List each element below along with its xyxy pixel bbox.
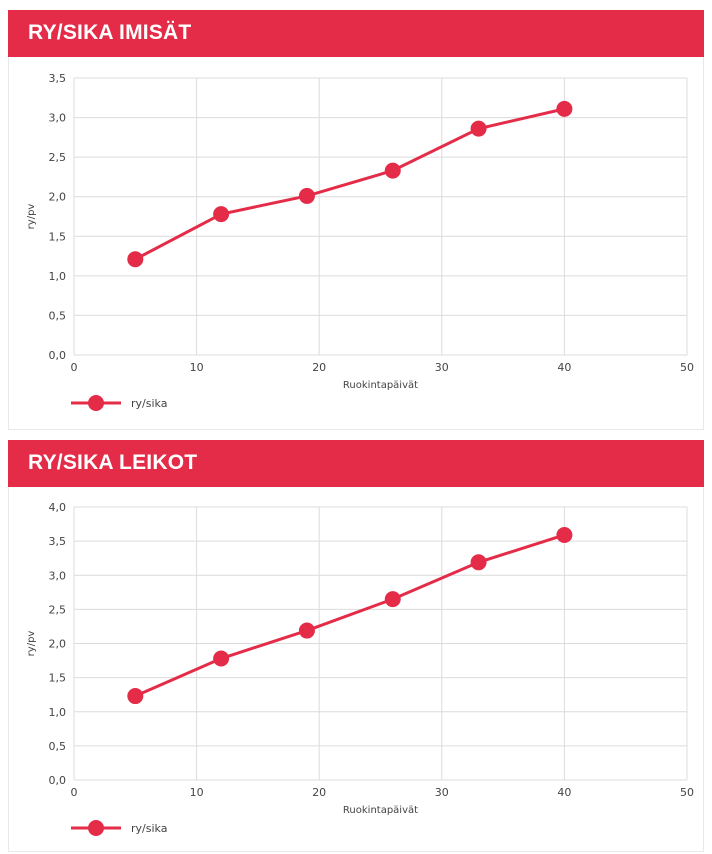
series-line [134, 107, 565, 261]
y-tick-label: 0,5 [49, 740, 67, 753]
x-axis-label: Ruokintapäivät [343, 380, 418, 391]
chart-title: RY/SIKA LEIKOT [28, 451, 198, 474]
data-point [213, 650, 230, 667]
data-point [556, 100, 573, 117]
y-tick-label: 3,0 [49, 112, 67, 125]
x-tick-label: 10 [190, 786, 204, 799]
y-tick-label: 3,5 [49, 72, 67, 85]
data-point [470, 120, 487, 137]
x-axis-label: Ruokintapäivät [343, 805, 418, 816]
series-line [134, 533, 565, 698]
x-tick-label: 10 [190, 361, 204, 374]
legend-label: ry/sika [131, 822, 167, 835]
legend-label: ry/sika [131, 397, 167, 410]
y-tick-label: 1,0 [49, 270, 67, 283]
x-tick-label: 30 [435, 786, 449, 799]
x-tick-label: 50 [680, 361, 694, 374]
data-point [127, 688, 144, 705]
y-axis-label: ry/pv [26, 631, 37, 657]
chart-panel-imisat: RY/SIKA IMISÄT 0,0 0,5 1,0 1,5 2,0 2,5 3,0 3,5 0… [8, 10, 704, 430]
legend-marker [88, 820, 104, 836]
data-point [556, 526, 573, 543]
x-tick-label: 20 [312, 361, 326, 374]
y-tick-label: 0,0 [49, 774, 67, 787]
y-tick-label: 2,0 [49, 638, 67, 651]
chart-panel-leikot: RY/SIKA LEIKOT 0,0 0,5 1,0 1,5 2,0 2,5 3,0 3,5 4… [8, 440, 704, 852]
y-tick-label: 1,5 [49, 230, 67, 243]
y-tick-label: 3,0 [49, 569, 67, 582]
x-tick-label: 20 [312, 786, 326, 799]
x-tick-label: 40 [557, 361, 571, 374]
line-chart: 0,0 0,5 1,0 1,5 2,0 2,5 3,0 3,5 4,0 0 10 20 30 40 50 Ru… [26, 501, 694, 836]
data-point [298, 187, 315, 204]
y-tick-label: 0,0 [49, 349, 67, 362]
chart-header: RY/SIKA LEIKOT [8, 440, 704, 487]
x-tick-label: 50 [680, 786, 694, 799]
data-point [213, 206, 230, 223]
x-tick-label: 30 [435, 361, 449, 374]
y-tick-label: 3,5 [49, 535, 67, 548]
y-tick-label: 2,5 [49, 603, 67, 616]
y-tick-label: 2,0 [49, 191, 67, 204]
y-tick-label: 2,5 [49, 151, 67, 164]
data-point [127, 251, 144, 268]
line-chart: 0,0 0,5 1,0 1,5 2,0 2,5 3,0 3,5 0 10 20 30 40 50 Ruoki… [26, 72, 694, 411]
data-point [470, 554, 487, 571]
y-tick-label: 0,5 [49, 309, 67, 322]
data-point [298, 622, 315, 639]
y-tick-label: 1,0 [49, 706, 67, 719]
chart-body: 0,0 0,5 1,0 1,5 2,0 2,5 3,0 3,5 0 10 20 30 40 50 Ruoki… [8, 57, 704, 430]
chart-title: RY/SIKA IMISÄT [28, 21, 192, 44]
x-tick-label: 0 [71, 786, 78, 799]
y-tick-label: 4,0 [49, 501, 67, 514]
chart-header: RY/SIKA IMISÄT [8, 10, 704, 57]
y-axis-label: ry/pv [26, 204, 37, 230]
legend-marker [88, 395, 104, 411]
chart-body: 0,0 0,5 1,0 1,5 2,0 2,5 3,0 3,5 4,0 0 10 20 30 40 50 Ru… [8, 487, 704, 852]
data-point [384, 162, 401, 179]
y-tick-label: 1,5 [49, 672, 67, 685]
x-tick-label: 0 [71, 361, 78, 374]
data-point [384, 591, 401, 608]
x-tick-label: 40 [557, 786, 571, 799]
